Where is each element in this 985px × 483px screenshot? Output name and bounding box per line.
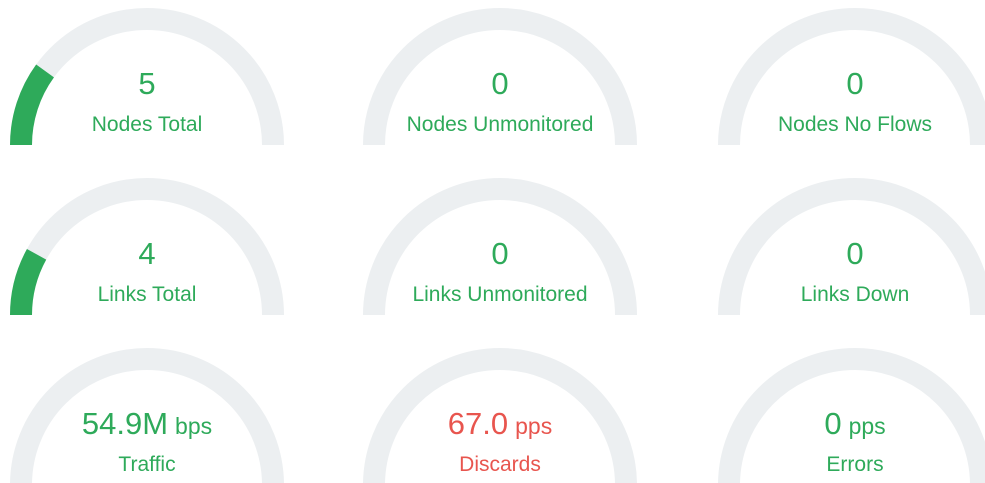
gauge-unit: pps bbox=[849, 413, 886, 439]
gauge-label: Nodes No Flows bbox=[778, 113, 932, 136]
gauge-number: 4 bbox=[138, 236, 155, 271]
gauge-unit: pps bbox=[515, 413, 552, 439]
gauge: 0 pps Errors bbox=[718, 348, 985, 483]
gauge-label: Errors bbox=[826, 453, 883, 476]
gauge: 0 Nodes No Flows bbox=[718, 8, 985, 146]
gauge-value: 4 bbox=[138, 236, 155, 271]
gauge: 4 Links Total bbox=[10, 178, 284, 316]
gauge-value: 5 bbox=[138, 66, 155, 101]
gauge: 0 Nodes Unmonitored bbox=[363, 8, 637, 146]
gauge-track bbox=[718, 348, 985, 483]
gauge-value: 0 bbox=[491, 236, 508, 271]
gauge-number: 0 bbox=[846, 66, 863, 101]
gauge-track bbox=[363, 178, 637, 316]
gauge-value: 0 pps bbox=[824, 406, 885, 441]
gauge-label: Traffic bbox=[118, 453, 175, 476]
gauge-track bbox=[10, 348, 284, 483]
gauge: 67.0 pps Discards bbox=[363, 348, 637, 483]
gauge-fill bbox=[10, 64, 55, 146]
gauge-unit: bps bbox=[175, 413, 212, 439]
gauge-value: 54.9M bps bbox=[82, 406, 212, 441]
gauge-number: 0 bbox=[824, 406, 841, 441]
gauge: 0 Links Down bbox=[718, 178, 985, 316]
gauge-value: 0 bbox=[846, 236, 863, 271]
gauge-track bbox=[718, 8, 985, 146]
gauge-number: 67.0 bbox=[448, 406, 508, 441]
gauge-track bbox=[363, 8, 637, 146]
gauge-label: Links Unmonitored bbox=[412, 283, 587, 306]
gauge-label: Links Down bbox=[801, 283, 910, 306]
gauge-number: 0 bbox=[846, 236, 863, 271]
gauge-value: 0 bbox=[846, 66, 863, 101]
gauge-label: Nodes Total bbox=[92, 113, 203, 136]
gauge-number: 0 bbox=[491, 236, 508, 271]
gauge-value: 0 bbox=[491, 66, 508, 101]
gauge-fill bbox=[10, 249, 47, 316]
gauge-track bbox=[363, 348, 637, 483]
gauge-label: Discards bbox=[459, 453, 541, 476]
gauge: 0 Links Unmonitored bbox=[363, 178, 637, 316]
gauge-label: Nodes Unmonitored bbox=[407, 113, 594, 136]
gauge-number: 5 bbox=[138, 66, 155, 101]
gauge-label: Links Total bbox=[98, 283, 197, 306]
gauge-number: 54.9M bbox=[82, 406, 168, 441]
gauge-track bbox=[718, 178, 985, 316]
gauge-value: 67.0 pps bbox=[448, 406, 552, 441]
gauge-number: 0 bbox=[491, 66, 508, 101]
gauge: 5 Nodes Total bbox=[10, 8, 284, 146]
